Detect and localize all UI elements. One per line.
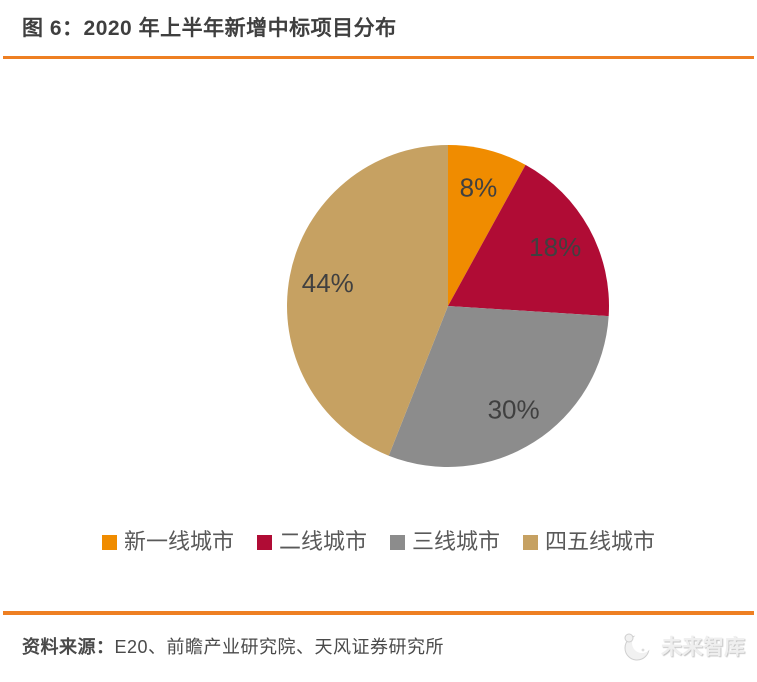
legend-item-tier1: 新一线城市 — [101, 529, 234, 554]
figure-title: 图 6：2020 年上半年新增中标项目分布 — [22, 17, 397, 40]
pie-slice — [448, 145, 526, 306]
legend-label: 四五线城市 — [545, 529, 656, 554]
footer-divider — [3, 611, 754, 615]
brand-logo: 未来智库 — [621, 629, 745, 663]
pie-slice — [287, 145, 448, 456]
legend-label: 新一线城市 — [123, 529, 234, 554]
pie-slice — [388, 306, 609, 467]
pie-slice-label: 30% — [488, 394, 540, 424]
legend-item-tier3: 三线城市 — [390, 531, 500, 553]
legend-swatch-icon — [101, 534, 117, 550]
legend-swatch-icon — [256, 534, 272, 550]
title-divider — [3, 56, 754, 59]
pie-slice-label: 44% — [302, 268, 354, 298]
chart-legend: 新一线城市 二线城市 三线城市 四五线城市 — [0, 531, 757, 553]
legend-item-tier45: 四五线城市 — [523, 531, 655, 553]
legend-label: 二线城市 — [278, 529, 367, 554]
source-label: 资料来源： — [22, 637, 115, 657]
source-text: E20、前瞻产业研究院、天风证券研究所 — [114, 637, 445, 657]
pie-slice — [448, 164, 609, 317]
source-line: 资料来源：E20、前瞻产业研究院、天风证券研究所 — [22, 633, 444, 659]
legend-swatch-icon — [390, 534, 405, 550]
legend-label: 三线城市 — [412, 529, 501, 554]
legend-swatch-icon — [523, 534, 539, 550]
crescent-moon-icon — [624, 633, 652, 661]
pie-slice-label: 8% — [460, 173, 498, 203]
pie-slice-label: 18% — [529, 232, 581, 262]
footer: 资料来源：E20、前瞻产业研究院、天风证券研究所 未来智库 — [22, 622, 745, 670]
legend-item-tier2: 二线城市 — [256, 529, 367, 554]
pie-chart: 8% 18% 30% 44% — [287, 145, 609, 467]
logo-text: 未来智库 — [661, 636, 745, 659]
